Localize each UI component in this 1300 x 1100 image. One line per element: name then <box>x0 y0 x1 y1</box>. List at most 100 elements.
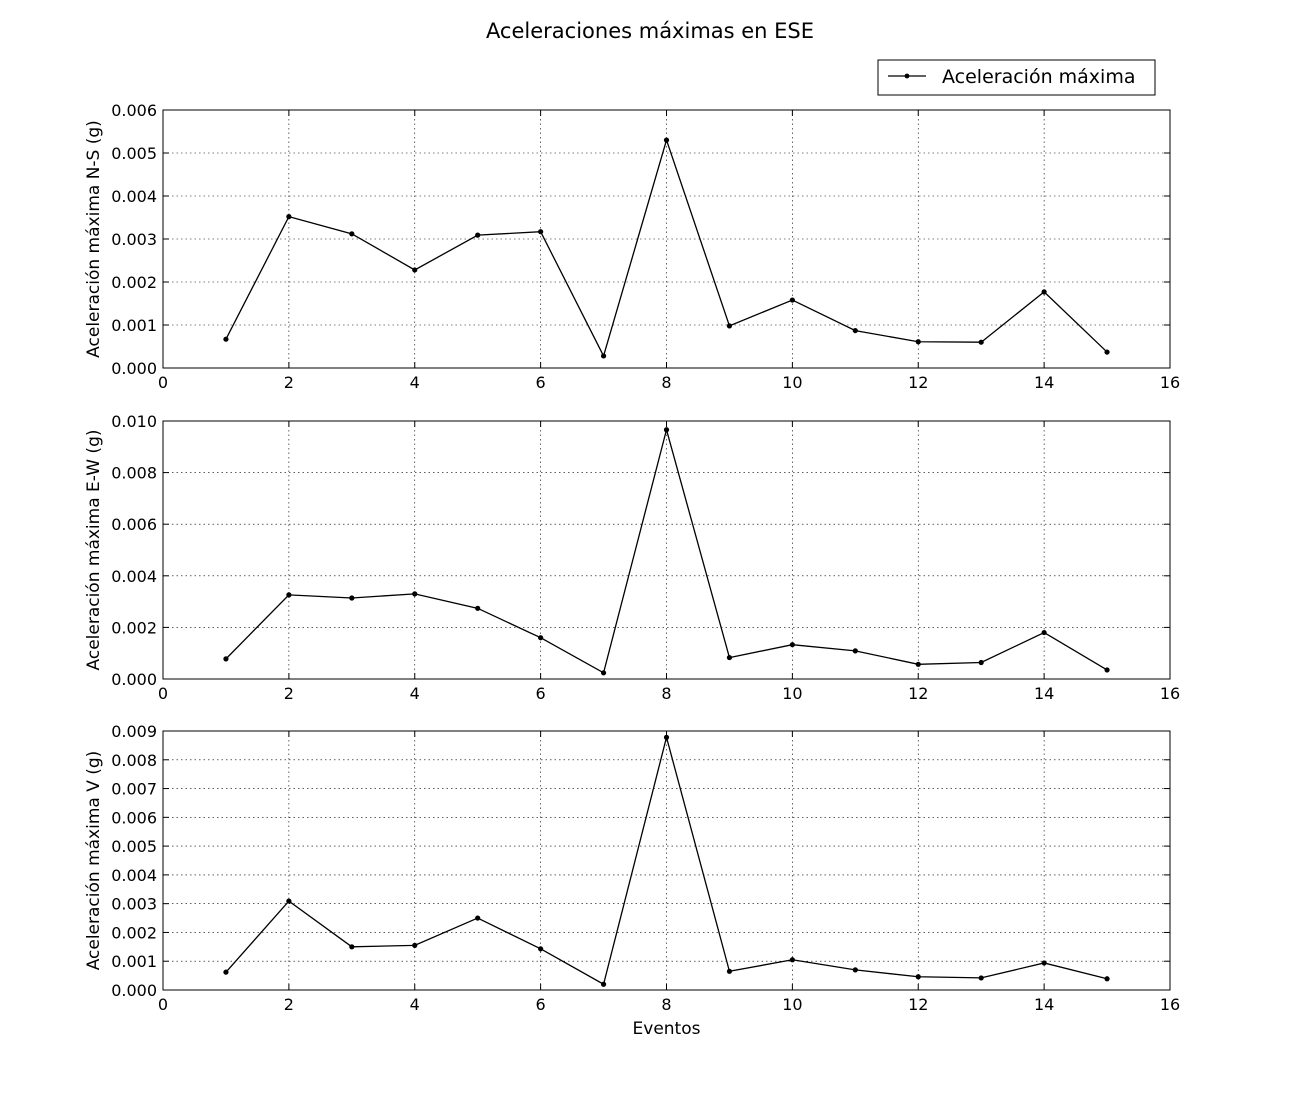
y-tick-label: 0.008 <box>111 464 157 483</box>
x-tick-label: 2 <box>284 995 294 1014</box>
axes-v: 0 2 4 6 8 10 12 14 16 0.000 0.001 0.002 0.003 0.004 0.… <box>84 722 1180 1039</box>
data-point <box>349 944 355 950</box>
y-tick-label: 0.008 <box>111 751 157 770</box>
y-tick-label: 0.000 <box>111 981 157 1000</box>
data-point <box>538 229 544 235</box>
data-point <box>1041 960 1047 966</box>
data-point <box>726 323 733 329</box>
data-point <box>600 353 607 359</box>
x-tick-label: 2 <box>284 684 294 703</box>
data-point <box>475 232 481 238</box>
x-tick-label: 6 <box>536 373 546 392</box>
legend-frame <box>877 59 1156 96</box>
data-point <box>286 214 292 220</box>
data-point <box>852 327 858 334</box>
y-tick-label: 0.003 <box>111 895 157 914</box>
x-tick-label: 10 <box>782 995 802 1014</box>
x-tick-label: 6 <box>536 995 546 1014</box>
x-tick-label: 8 <box>661 373 671 392</box>
x-tick-label: 16 <box>1160 995 1180 1014</box>
legend-label: Aceleración máxima <box>942 66 1135 88</box>
data-point <box>663 137 670 143</box>
x-tick-label: 8 <box>661 684 671 703</box>
data-point <box>726 968 733 974</box>
x-axis-label: Eventos <box>633 1019 701 1039</box>
legend: Aceleración máxima <box>877 59 1156 96</box>
data-point <box>412 942 418 948</box>
data-point <box>726 654 733 661</box>
figure-title: Aceleraciones máximas en ESE <box>486 19 814 43</box>
y-tick-label: 0.006 <box>111 515 157 534</box>
data-point <box>915 661 921 667</box>
y-tick-label: 0.002 <box>111 923 157 942</box>
y-tick-label: 0.000 <box>111 670 157 689</box>
data-point <box>663 734 670 740</box>
legend-marker-sample <box>904 73 910 79</box>
data-point <box>349 231 355 237</box>
x-tick-label: 4 <box>410 373 420 392</box>
data-point <box>915 974 921 980</box>
data-point <box>789 642 795 648</box>
data-point <box>1104 667 1110 673</box>
y-tick-label: 0.009 <box>111 722 157 741</box>
x-tick-label: 4 <box>410 684 420 703</box>
data-point <box>852 967 858 973</box>
series-line-ns <box>225 137 1108 358</box>
data-point <box>286 592 292 598</box>
x-tick-label: 12 <box>908 373 928 392</box>
x-tick-label: 14 <box>1034 684 1054 703</box>
data-point <box>1041 629 1047 636</box>
y-axis-label-v: Aceleración máxima V (g) <box>84 751 104 971</box>
data-point <box>223 969 229 975</box>
data-point <box>1104 976 1110 982</box>
x-tick-label: 16 <box>1160 373 1180 392</box>
data-point <box>223 336 229 342</box>
data-point <box>663 427 670 433</box>
data-point <box>915 339 921 345</box>
data-point <box>978 339 984 345</box>
y-tick-label: 0.001 <box>111 316 157 335</box>
data-point <box>286 898 292 904</box>
data-point <box>412 267 418 273</box>
x-tick-label: 0 <box>158 373 168 392</box>
y-axis-label-ns: Aceleración máxima N-S (g) <box>84 120 104 358</box>
data-point <box>978 975 984 981</box>
axes-ns: 0 2 4 6 8 10 12 14 16 0.000 0.001 0.002 0.003 0.004 0.… <box>84 101 1180 392</box>
axes-ew: 0 2 4 6 8 10 12 14 16 0.000 0.002 0.004 0.006 0.008 0.… <box>84 412 1180 703</box>
data-point <box>600 670 607 676</box>
data-point <box>412 591 418 597</box>
y-tick-label: 0.000 <box>111 359 157 378</box>
data-point <box>349 595 355 601</box>
x-tick-label: 16 <box>1160 684 1180 703</box>
x-tick-label: 6 <box>536 684 546 703</box>
x-tick-label: 8 <box>661 995 671 1014</box>
y-tick-label: 0.006 <box>111 808 157 827</box>
y-tick-label: 0.003 <box>111 230 157 249</box>
data-point <box>789 297 795 303</box>
x-tick-label: 10 <box>782 684 802 703</box>
data-point <box>223 656 229 662</box>
x-tick-label: 4 <box>410 995 420 1014</box>
data-point <box>852 648 858 654</box>
y-tick-label: 0.005 <box>111 837 157 856</box>
y-tick-label: 0.002 <box>111 618 157 637</box>
y-axis-label-ew: Aceleración máxima E-W (g) <box>84 430 104 671</box>
x-tick-label: 0 <box>158 684 168 703</box>
y-tick-label: 0.001 <box>111 952 157 971</box>
x-tick-label: 2 <box>284 373 294 392</box>
y-tick-label: 0.010 <box>111 412 157 431</box>
y-tick-label: 0.002 <box>111 273 157 292</box>
x-tick-label: 10 <box>782 373 802 392</box>
y-tick-label: 0.005 <box>111 144 157 163</box>
data-point <box>475 915 481 921</box>
data-point <box>1041 289 1047 295</box>
data-point <box>789 957 795 963</box>
y-tick-label: 0.004 <box>111 187 157 206</box>
y-tick-label: 0.006 <box>111 101 157 120</box>
data-point <box>475 605 481 611</box>
x-tick-label: 12 <box>908 995 928 1014</box>
data-point <box>538 946 544 952</box>
data-point <box>538 635 544 641</box>
x-tick-label: 14 <box>1034 373 1054 392</box>
